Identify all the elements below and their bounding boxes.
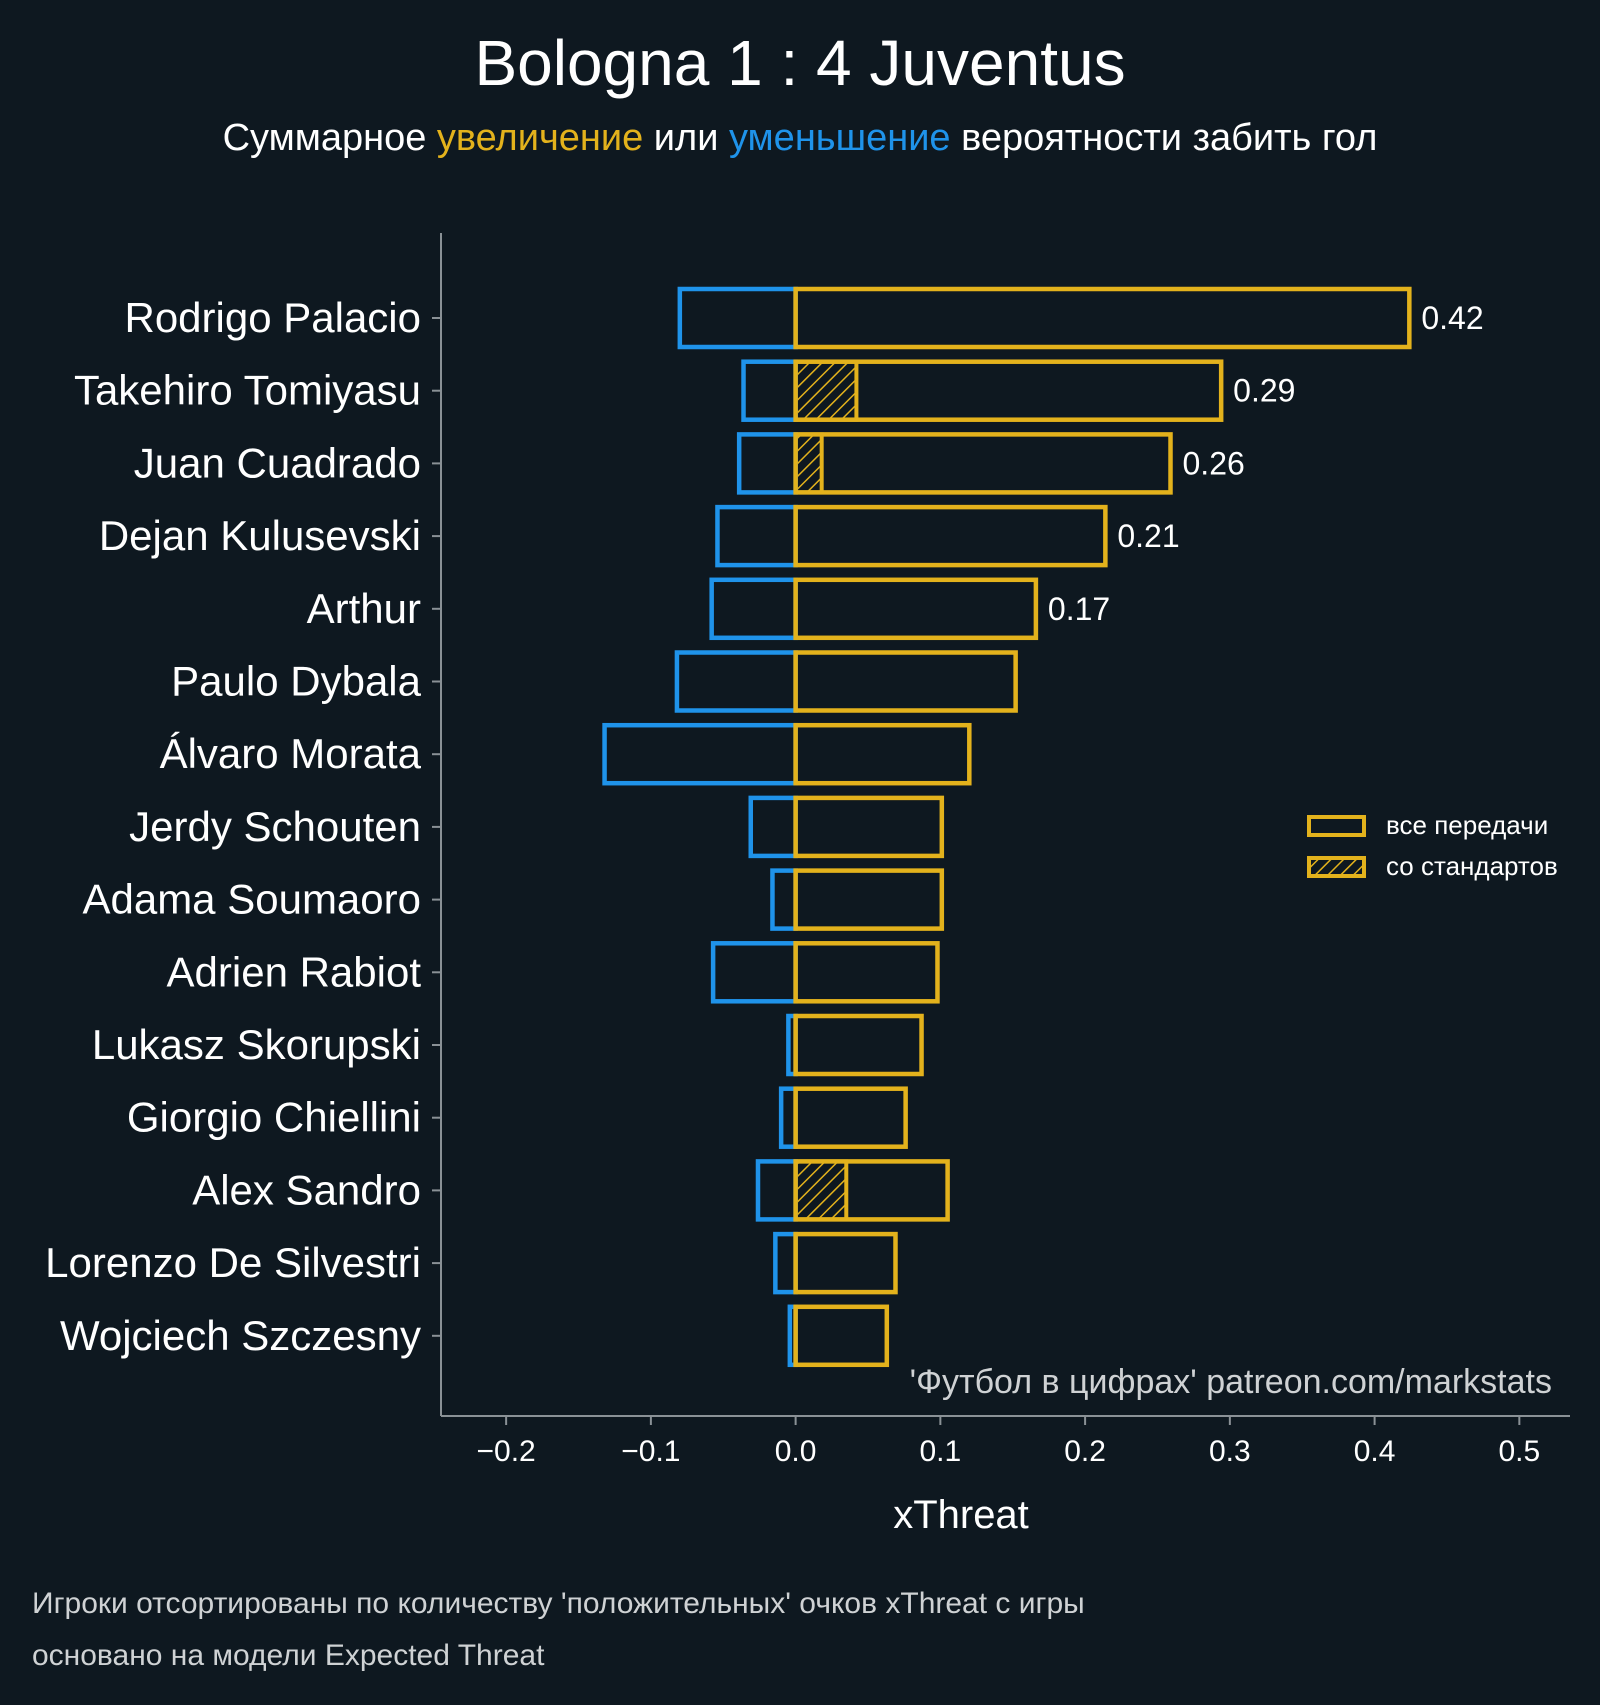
y-tick-label: Arthur [307,585,421,632]
legend-label: все передачи [1386,810,1548,840]
bar-positive [793,941,940,1004]
data-label: 0.42 [1421,300,1483,336]
chart-subtitle: Суммарное увеличение или уменьшение веро… [223,117,1378,159]
bar-positive [793,504,1108,568]
y-tick-label: Paulo Dybala [171,658,421,705]
bar-negative [755,1159,798,1222]
bar-negative [709,577,798,641]
bar-positive [793,1159,950,1222]
x-tick-label: 0.1 [920,1435,962,1468]
data-label: 0.17 [1048,591,1110,627]
bar-positive [793,1086,908,1149]
y-tick-label: Rodrigo Palacio [124,294,421,341]
bar-set-piece [793,1159,849,1222]
subtitle-part-2: или [643,117,729,159]
data-label: 0.26 [1183,445,1245,481]
bar-positive [793,868,945,931]
x-tick-label: 0.0 [775,1435,817,1468]
y-tick-label: Wojciech Szczesny [60,1312,421,1359]
footnote-line-2: основано на модели Expected Threat [32,1639,545,1672]
y-tick-label: Dejan Kulusevski [99,512,421,559]
bar-positive [793,1231,898,1295]
bar-positive [793,650,1018,713]
x-tick-label: 0.3 [1209,1435,1251,1468]
watermark: 'Футбол в цифрах' patreon.com/markstats [910,1363,1552,1401]
bar-negative [748,795,798,859]
y-tick-label: Lukasz Skorupski [92,1021,421,1068]
x-tick-label: −0.2 [477,1435,536,1468]
y-tick-label: Adrien Rabiot [167,948,422,995]
bar-negative [674,650,798,713]
y-tick-label: Adama Soumaoro [82,876,421,923]
bar-positive [793,795,945,859]
bar-positive [793,1304,890,1368]
x-tick-label: 0.5 [1498,1435,1540,1468]
bar-negative [770,868,798,931]
legend: все передачи со стандартов [1307,810,1558,881]
subtitle-part-1: увеличение [437,117,643,159]
legend-swatch-hatched [1307,856,1366,878]
bar-negative [602,722,798,786]
legend-label: со стандартов [1386,851,1558,881]
legend-swatch-outline [1307,815,1366,837]
bar-negative [677,286,798,350]
data-label: 0.21 [1117,518,1179,554]
bar-negative [741,359,798,422]
x-tick-label: 0.4 [1354,1435,1396,1468]
y-tick-label: Giorgio Chiellini [127,1094,421,1141]
bar-positive [793,286,1412,350]
y-tick-label: Juan Cuadrado [134,439,421,486]
subtitle-part-4: вероятности забить гол [951,117,1378,159]
subtitle-part-3: уменьшение [729,117,951,159]
subtitle-part-0: Суммарное [223,117,437,159]
bar-set-piece [793,359,859,422]
x-tick-label: 0.2 [1064,1435,1106,1468]
footnote-line-1: Игроки отсортированы по количеству 'поло… [32,1587,1085,1620]
bar-positive [793,359,1224,422]
plot-area: −0.2 −0.1 0.0 0.1 0.2 0.3 0.4 0.5 Rodrigo Palaci… [45,233,1570,1468]
bar-negative [773,1231,798,1295]
bar-positive [793,577,1039,641]
y-tick-label: Álvaro Morata [160,730,422,777]
x-tick-label: −0.1 [621,1435,680,1468]
bar-positive [793,722,972,786]
bar-set-piece [793,432,824,495]
bar-negative [710,941,798,1004]
bar-positive [793,432,1173,495]
y-tick-label: Alex Sandro [192,1166,421,1213]
y-tick-label: Lorenzo De Silvestri [45,1239,421,1286]
bar-negative [715,504,798,568]
y-tick-label: Jerdy Schouten [129,803,421,850]
bar-positive [793,1013,924,1077]
bar-negative [736,432,798,495]
chart-title: Bologna 1 : 4 Juventus [474,27,1125,99]
y-tick-label: Takehiro Tomiyasu [74,367,421,414]
data-label: 0.29 [1233,373,1295,409]
x-axis-label: xThreat [893,1493,1029,1537]
